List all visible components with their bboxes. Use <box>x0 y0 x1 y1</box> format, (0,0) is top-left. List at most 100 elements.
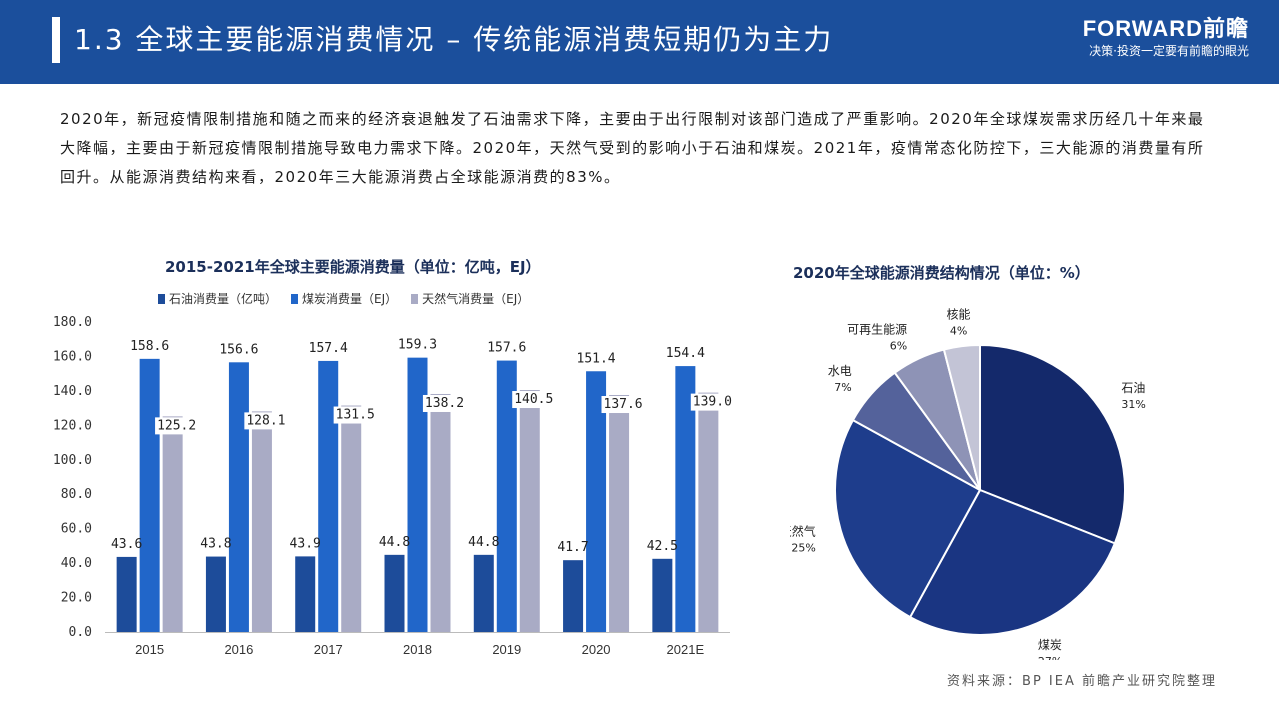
page-title: 1.3 全球主要能源消费情况 – 传统能源消费短期仍为主力 <box>74 23 834 56</box>
brand: FORWARD前瞻 决策·投资一定要有前瞻的眼光 <box>1083 16 1249 60</box>
x-tick-label-2015: 2015 <box>135 642 164 657</box>
legend-label-oil: 石油消费量（亿吨） <box>169 292 278 306</box>
pie-label-name-nuclear: 核能 <box>947 307 971 321</box>
y-tick-label: 140.0 <box>53 384 92 399</box>
bar-coal-2021E <box>675 366 696 632</box>
data-label-oil-2016: 43.8 <box>200 537 231 552</box>
legend-label-coal: 煤炭消费量（EJ） <box>302 292 398 306</box>
x-tick-label-2021E: 2021E <box>667 642 705 657</box>
pie-label-name-hydro: 水电 <box>828 364 852 378</box>
bar-oil-2019 <box>473 554 494 632</box>
y-tick-label: 160.0 <box>53 349 92 364</box>
bar-coal-2019 <box>496 360 517 632</box>
data-label-coal-2017: 157.4 <box>309 341 348 356</box>
legend-item-gas: 天然气消费量（EJ） <box>411 290 529 307</box>
pie-label-name-renewables: 可再生能源 <box>847 322 907 336</box>
x-tick-label-2020: 2020 <box>582 642 611 657</box>
data-label-gas-2016: 128.1 <box>246 413 285 428</box>
bar-gas-2021E <box>698 392 719 632</box>
y-tick-label: 180.0 <box>53 315 92 330</box>
data-label-bg-gas-2015 <box>155 417 199 435</box>
pie-slice-nuclear <box>942 343 981 491</box>
data-label-coal-2019: 157.6 <box>487 341 526 356</box>
bar-coal-2017 <box>318 360 339 632</box>
intro-paragraph: 2020年，新冠疫情限制措施和随之而来的经济衰退触发了石油需求下降，主要由于出行… <box>60 110 1205 186</box>
data-label-gas-2017: 131.5 <box>336 408 375 423</box>
bar-gas-2018 <box>430 393 451 632</box>
bar-gas-2017 <box>341 405 362 632</box>
data-label-coal-2015: 158.6 <box>130 339 169 354</box>
bar-coal-2020 <box>586 371 607 632</box>
brand-slogan: 决策·投资一定要有前瞻的眼光 <box>1089 44 1249 58</box>
y-tick-label: 0.0 <box>69 625 92 640</box>
legend-swatch-coal <box>291 293 299 304</box>
data-label-gas-2020: 137.6 <box>604 397 643 412</box>
data-label-bg-gas-2019 <box>512 391 556 409</box>
legend-item-coal: 煤炭消费量（EJ） <box>291 290 397 307</box>
pie-slice-oil <box>979 343 1126 545</box>
pie-label-name-coal: 煤炭 <box>1038 638 1062 652</box>
header-bar: 1.3 全球主要能源消费情况 – 传统能源消费短期仍为主力 FORWARD前瞻 … <box>0 0 1279 84</box>
y-tick-label: 60.0 <box>61 522 92 537</box>
bar-oil-2016 <box>205 556 226 632</box>
bar-gas-2019 <box>519 390 540 632</box>
pie-label-pct-coal: 27% <box>1038 655 1062 660</box>
data-label-gas-2019: 140.5 <box>514 392 553 407</box>
x-tick-label-2017: 2017 <box>314 642 343 657</box>
pie-chart: 石油 31% 煤炭 27% 天然气 25% 水电 7% 可再生能源 6% 核能 4% <box>790 307 1146 660</box>
header-accent-mark <box>52 17 60 63</box>
data-label-oil-2018: 44.8 <box>379 535 410 550</box>
data-label-coal-2016: 156.6 <box>219 342 258 357</box>
data-label-oil-2017: 43.9 <box>290 536 321 551</box>
legend-swatch-oil <box>158 293 165 304</box>
data-label-oil-2015: 43.6 <box>111 537 142 552</box>
y-tick-label: 120.0 <box>53 418 92 433</box>
pie-label-pct-hydro: 7% <box>834 381 851 394</box>
bar-chart-legend: 石油消费量（亿吨） 煤炭消费量（EJ） 天然气消费量（EJ） <box>158 290 529 307</box>
bar-gas-2015 <box>162 416 183 632</box>
x-tick-label-2019: 2019 <box>492 642 521 657</box>
legend-label-gas: 天然气消费量（EJ） <box>422 292 530 306</box>
x-tick-label-2018: 2018 <box>403 642 432 657</box>
data-label-coal-2018: 159.3 <box>398 338 437 353</box>
bar-coal-2018 <box>407 357 428 632</box>
x-tick-label-2016: 2016 <box>224 642 253 657</box>
pie-label-pct-gas: 25% <box>791 542 815 555</box>
bar-oil-2018 <box>384 554 405 632</box>
legend-item-oil: 石油消费量（亿吨） <box>158 290 277 307</box>
data-label-gas-2015: 125.2 <box>157 418 196 433</box>
pie-label-pct-oil: 31% <box>1121 398 1145 411</box>
y-tick-label: 100.0 <box>53 453 92 468</box>
pie-label-pct-nuclear: 4% <box>950 324 967 337</box>
pie-label-name-gas: 天然气 <box>790 524 816 539</box>
bar-oil-2015 <box>116 556 137 632</box>
pie-slice-gas <box>834 418 982 619</box>
y-tick-label: 80.0 <box>61 487 92 502</box>
brand-logo: FORWARD前瞻 <box>1082 16 1249 41</box>
bar-chart-title: 2015-2021年全球主要能源消费量（单位：亿吨，EJ） <box>165 258 541 276</box>
data-label-coal-2020: 151.4 <box>577 351 616 366</box>
bar-coal-2015 <box>139 358 160 632</box>
bar-oil-2021E <box>652 558 673 632</box>
data-label-gas-2021E: 139.0 <box>693 395 732 410</box>
data-label-bg-gas-2017 <box>333 406 377 424</box>
bar-coal-2016 <box>228 362 249 632</box>
legend-swatch-gas <box>411 293 419 304</box>
data-label-oil-2019: 44.8 <box>468 535 499 550</box>
bar-oil-2017 <box>295 556 316 632</box>
bar-oil-2020 <box>563 560 584 632</box>
y-tick-label: 20.0 <box>61 591 92 606</box>
data-label-oil-2021E: 42.5 <box>647 539 678 554</box>
data-label-coal-2021E: 154.4 <box>666 346 705 361</box>
bar-chart: 0.0 20.0 40.0 60.0 80.0 100.0 120.0 140.0 160.0 1… <box>53 315 734 657</box>
data-label-bg-gas-2020 <box>601 396 645 414</box>
bar-gas-2020 <box>609 395 630 632</box>
data-label-bg-gas-2018 <box>422 394 467 412</box>
pie-slice-coal <box>908 488 1117 636</box>
source-note: 资料来源：BP IEA 前瞻产业研究院整理 <box>947 674 1217 689</box>
pie-chart-title: 2020年全球能源消费结构情况（单位：%） <box>793 264 1090 282</box>
data-label-bg-gas-2021E <box>690 393 734 411</box>
data-label-gas-2018: 138.2 <box>425 396 464 411</box>
data-label-bg-gas-2016 <box>244 412 288 430</box>
data-label-oil-2020: 41.7 <box>557 540 588 555</box>
